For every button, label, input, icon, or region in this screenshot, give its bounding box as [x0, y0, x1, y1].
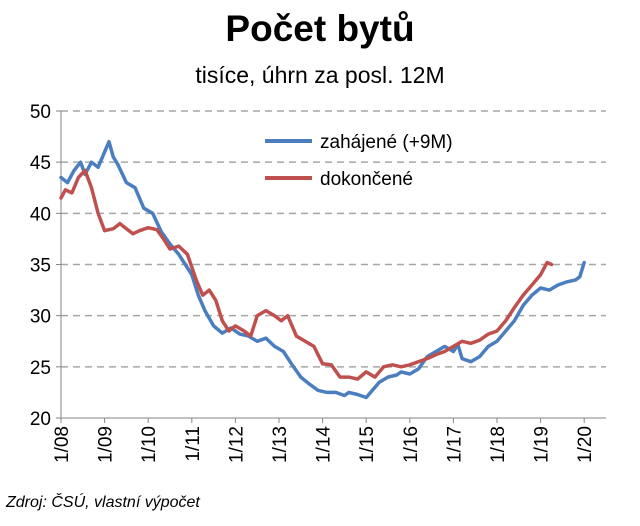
x-tick-label: 1/11 [183, 426, 204, 462]
chart-subtitle: tisíce, úhrn za posl. 12M [195, 62, 445, 88]
y-tick-label: 50 [30, 102, 51, 123]
x-tick-label: 1/19 [532, 426, 553, 463]
y-tick-label: 30 [30, 307, 51, 328]
chart-title: Počet bytů [225, 8, 415, 49]
series-line-zahajene [59, 139, 586, 400]
x-tick-label: 1/14 [314, 426, 335, 463]
y-tick-label: 45 [30, 153, 51, 174]
x-tick-label: 1/20 [575, 426, 596, 463]
series-line-dokoncene [59, 168, 554, 381]
legend-label: zahájené (+9M) [320, 132, 453, 153]
x-tick-label: 1/13 [270, 426, 291, 463]
x-tick-label: 1/10 [139, 426, 160, 463]
x-tick-label: 1/09 [96, 426, 117, 463]
x-tick-label: 1/18 [488, 426, 509, 463]
x-tick-label: 1/16 [401, 426, 422, 463]
x-tick-label: 1/17 [444, 426, 465, 463]
legend: zahájené (+9M) dokončené [265, 132, 453, 190]
x-tick-label: 1/08 [52, 426, 73, 463]
series-lines [59, 139, 586, 400]
x-tick-label: 1/15 [357, 426, 378, 463]
y-tick-label: 35 [30, 256, 51, 277]
y-tick-label: 20 [30, 409, 51, 430]
y-tick-label: 25 [30, 358, 51, 379]
axes: 20 25 30 35 40 45 50 1/08 1/09 1/10 1/11 1/12 1/13 1/… [30, 102, 606, 463]
x-tick-label: 1/12 [226, 426, 247, 463]
source-note: Zdroj: ČSÚ, vlastní výpočet [6, 494, 200, 511]
legend-label: dokončené [320, 169, 413, 190]
y-tick-label: 40 [30, 204, 51, 225]
